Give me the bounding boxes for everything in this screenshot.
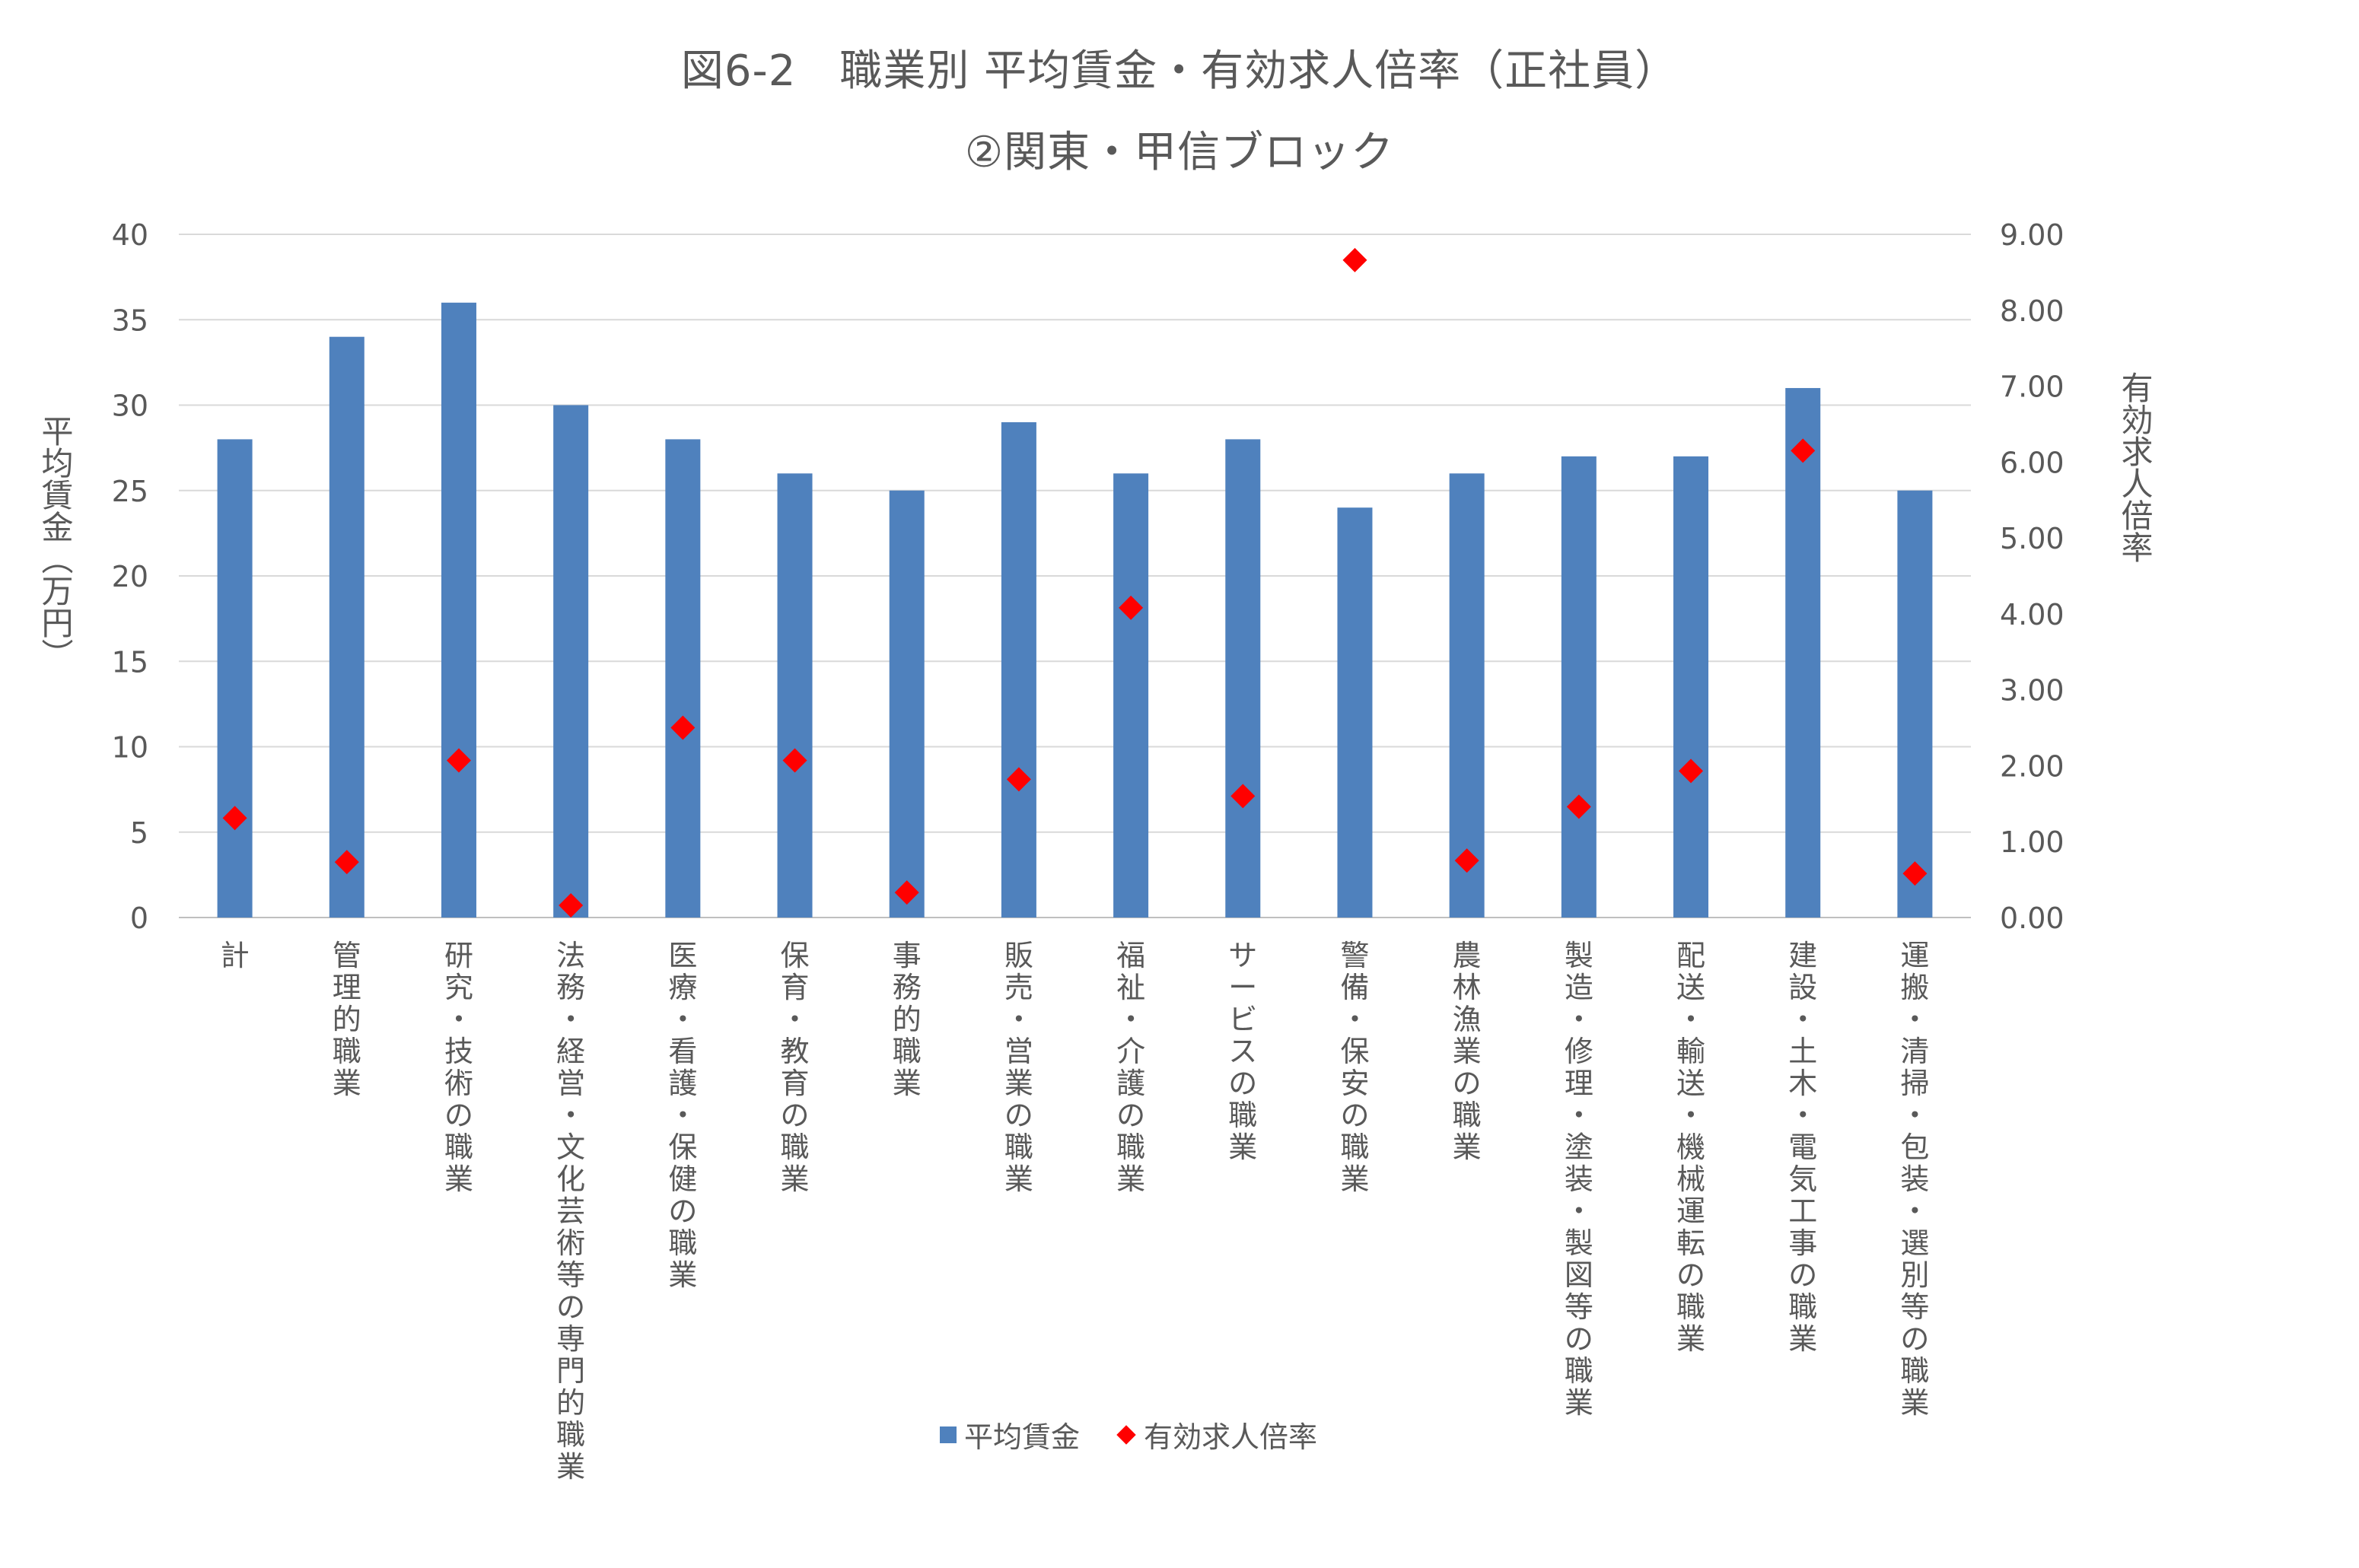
- chart-subtitle: ②関東・甲信ブロック: [964, 128, 1395, 177]
- x-tick-label: サービスの職業: [1228, 939, 1257, 1164]
- legend-item-bar: 平均賃金: [940, 1414, 1080, 1455]
- diamond-marker: [334, 850, 359, 875]
- diamond-marker: [1902, 861, 1928, 886]
- bar: [1897, 490, 1933, 918]
- y-tick-label: 25: [112, 475, 148, 508]
- x-tick-label: 研究・技術の職業: [444, 939, 473, 1196]
- x-tick-label: 建設・土木・電気工事の職業: [1788, 939, 1817, 1356]
- legend-marker-label: 有効求人倍率: [1144, 1420, 1318, 1454]
- diamond-marker: [1119, 595, 1144, 620]
- diamond-marker: [1006, 767, 1031, 792]
- x-tick-label: 事務的職業: [893, 939, 922, 1100]
- x-tick-label: 管理的職業: [333, 939, 361, 1100]
- y-tick-label: 10: [112, 731, 148, 765]
- legend-diamond-swatch: [1116, 1424, 1136, 1445]
- legend-bar-swatch: [940, 1426, 957, 1443]
- y-tick-label: 40: [112, 218, 148, 252]
- diamond-marker: [894, 880, 919, 905]
- x-tick-label: 農林漁業の職業: [1453, 939, 1482, 1164]
- x-tick-label: 計: [221, 939, 250, 972]
- bar: [1225, 439, 1261, 918]
- y-tick-label: 5: [130, 816, 148, 850]
- legend-bar-label: 平均賃金: [964, 1420, 1081, 1454]
- y-tick-label: 35: [112, 304, 148, 337]
- x-tick-label: 販売・営業の職業: [1004, 939, 1033, 1196]
- legend-item-marker: 有効求人倍率: [1116, 1414, 1318, 1455]
- y2-tick-label: 5.00: [2000, 522, 2065, 555]
- bar: [1001, 421, 1036, 918]
- x-tick-label: 配送・輸送・機械運転の職業: [1676, 939, 1705, 1356]
- diamond-marker: [559, 893, 584, 918]
- bar: [1673, 456, 1709, 918]
- diamond-marker: [1230, 784, 1256, 809]
- x-tick-label: 製造・修理・塗装・製図等の職業: [1565, 939, 1593, 1420]
- x-tick-label: 運搬・清掃・包装・選別等の職業: [1900, 939, 1929, 1420]
- x-tick-label: 警備・保安の職業: [1340, 939, 1369, 1196]
- bar: [1561, 456, 1597, 918]
- bar: [553, 405, 589, 918]
- y2-tick-label: 9.00: [2000, 218, 2065, 252]
- y2-tick-label: 3.00: [2000, 674, 2065, 708]
- y2-tick-label: 6.00: [2000, 446, 2065, 479]
- diamond-marker: [1679, 759, 1704, 784]
- bar: [1449, 473, 1485, 918]
- y2-tick-label: 7.00: [2000, 371, 2065, 404]
- y-tick-label: 15: [112, 645, 148, 679]
- x-tick-label: 福祉・介護の職業: [1116, 939, 1145, 1196]
- bar: [777, 473, 813, 918]
- bar: [217, 439, 253, 918]
- bar: [889, 490, 925, 918]
- bar: [441, 302, 476, 918]
- y-tick-label: 20: [112, 560, 148, 593]
- bar: [1113, 473, 1149, 918]
- y2-tick-label: 1.00: [2000, 825, 2065, 859]
- bar: [665, 439, 701, 918]
- y2-tick-label: 8.00: [2000, 294, 2065, 328]
- y2-tick-label: 0.00: [2000, 902, 2065, 935]
- diamond-marker: [782, 748, 807, 773]
- diamond-marker: [1566, 794, 1591, 819]
- diamond-marker: [1454, 848, 1479, 873]
- y-axis-left-label: 平均賃金（万円）: [37, 415, 74, 670]
- x-tick-label: 保育・教育の職業: [781, 939, 810, 1196]
- x-tick-label: 医療・看護・保健の職業: [668, 939, 697, 1292]
- diamond-marker: [670, 715, 696, 740]
- y-tick-label: 0: [130, 902, 148, 935]
- diamond-marker: [222, 806, 247, 831]
- bar: [1785, 388, 1821, 918]
- y-axis-right-label: 有効求人倍率: [2116, 371, 2154, 563]
- diamond-marker: [1342, 247, 1367, 272]
- y2-tick-label: 2.00: [2000, 749, 2065, 783]
- y2-tick-label: 4.00: [2000, 598, 2065, 631]
- x-tick-label: 法務・経営・文化芸術等の専門的職業: [556, 939, 585, 1484]
- diamond-marker: [446, 748, 471, 773]
- y-tick-label: 30: [112, 390, 148, 423]
- chart-legend: 平均賃金 有効求人倍率: [940, 1414, 1357, 1455]
- bar: [1337, 507, 1373, 918]
- diamond-marker: [1791, 438, 1816, 463]
- bar: [329, 336, 365, 918]
- chart-title: 図6-2 職業別 平均賃金・有効求人倍率（正社員）: [680, 46, 1679, 96]
